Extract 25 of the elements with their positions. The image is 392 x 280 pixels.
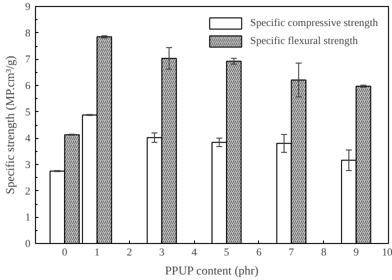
- legend-label: Specific compressive strength: [250, 18, 378, 28]
- x-tick-label: 9: [353, 248, 359, 258]
- y-tick-label: 2: [25, 186, 30, 198]
- x-axis-title: PPUP content (phr): [165, 264, 259, 278]
- x-tick-label: 10: [382, 248, 392, 258]
- y-tick-label: 9: [25, 2, 30, 13]
- y-tick-label: 3: [25, 160, 30, 171]
- x-tick-label: 4: [192, 248, 198, 258]
- x-tick-label: 1: [94, 248, 100, 258]
- y-tick-label: 8: [25, 28, 30, 40]
- x-tick-label: 6: [256, 248, 262, 258]
- legend-label: Specific flexural strength: [250, 36, 358, 46]
- y-tick-label: 5: [25, 107, 30, 118]
- y-tick-label: 4: [25, 134, 32, 145]
- x-tick-label: 5: [224, 248, 230, 258]
- x-tick-label: 0: [62, 248, 68, 258]
- y-tick-label: 7: [25, 54, 32, 66]
- x-tick-label: 2: [126, 248, 132, 258]
- x-tick-label: 8: [321, 248, 326, 258]
- x-tick-label: 7: [288, 248, 295, 258]
- y-axis-title: Specific strength (MP.cm³/g): [3, 56, 18, 194]
- x-tick-label: 3: [159, 248, 164, 258]
- y-tick-label: 0: [25, 239, 30, 250]
- y-tick-label: 1: [25, 212, 30, 224]
- y-tick-label: 6: [25, 81, 32, 92]
